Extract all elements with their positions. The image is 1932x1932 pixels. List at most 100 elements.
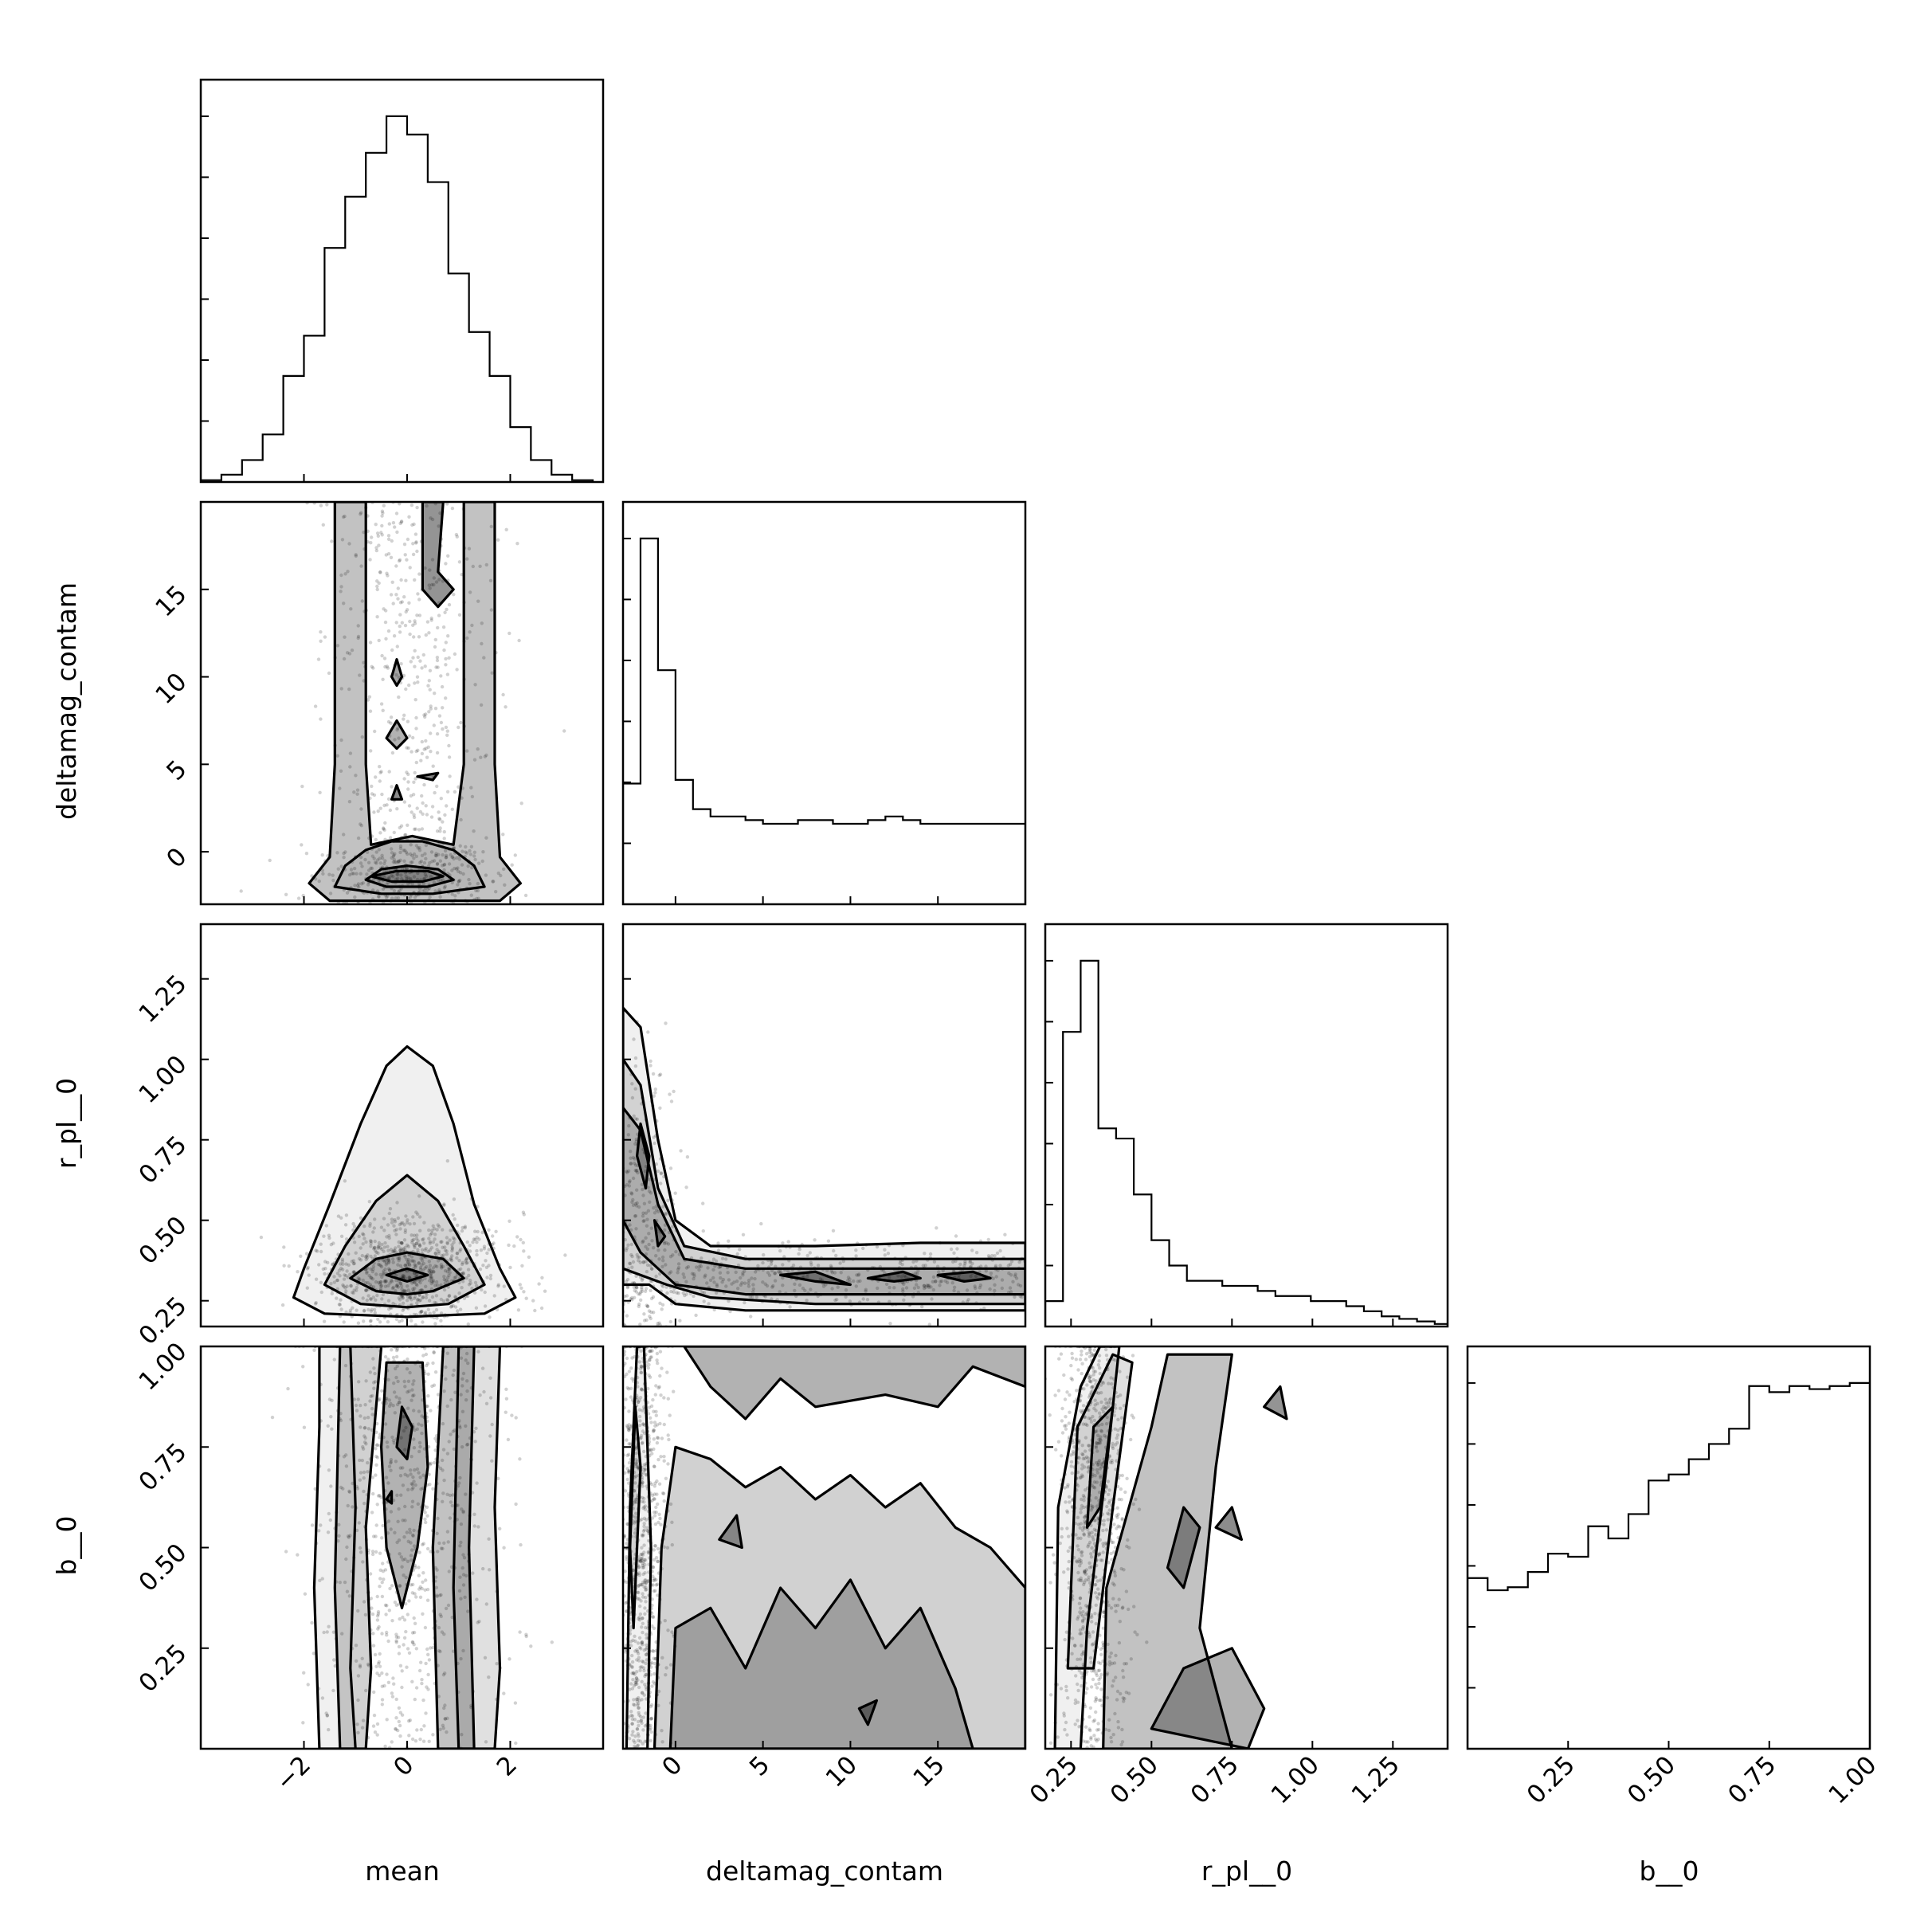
sample-point	[647, 1362, 651, 1367]
sample-point	[646, 1185, 650, 1189]
sample-point	[417, 927, 420, 931]
sample-point	[398, 1617, 402, 1621]
sample-point	[433, 1283, 437, 1287]
sample-point	[462, 1556, 467, 1560]
sample-point	[413, 619, 417, 623]
sample-point	[417, 848, 422, 852]
sample-point	[384, 1613, 388, 1617]
sample-point	[637, 1423, 642, 1428]
sample-point	[644, 1260, 648, 1264]
sample-point	[1083, 1519, 1087, 1523]
sample-point	[387, 1236, 391, 1240]
sample-point	[389, 1510, 394, 1514]
sample-point	[630, 1687, 635, 1691]
sample-point	[637, 1360, 642, 1364]
sample-point	[327, 1233, 331, 1237]
sample-point	[384, 609, 388, 613]
sample-point	[402, 1289, 406, 1293]
sample-point	[1115, 1603, 1120, 1608]
sample-point	[636, 1400, 641, 1405]
sample-point	[611, 1683, 614, 1686]
sample-point	[431, 1361, 435, 1366]
sample-point	[668, 1271, 672, 1276]
sample-point	[418, 1737, 422, 1742]
sample-point	[439, 1319, 443, 1323]
sample-point	[376, 534, 380, 538]
sample-point	[412, 1409, 416, 1413]
sample-point	[390, 1250, 394, 1254]
sample-point	[422, 1447, 427, 1451]
sample-point	[651, 1072, 656, 1076]
sample-point	[1100, 1380, 1104, 1384]
sample-point	[301, 1365, 305, 1369]
sample-point	[369, 541, 373, 545]
contour-fill	[422, 502, 454, 607]
sample-point	[463, 1225, 468, 1229]
sample-point	[422, 860, 427, 865]
sample-point	[464, 1358, 468, 1362]
sample-point	[654, 1254, 658, 1258]
sample-point	[630, 1082, 634, 1086]
sample-point	[750, 1276, 754, 1280]
sample-point	[644, 1578, 648, 1582]
sample-point	[412, 1437, 416, 1441]
sample-point	[449, 1565, 454, 1570]
sample-point	[377, 848, 381, 852]
sample-point	[649, 1448, 652, 1452]
sample-point	[443, 1268, 448, 1273]
sample-point	[649, 1226, 653, 1230]
sample-point	[403, 1448, 407, 1452]
sample-point	[412, 1260, 417, 1264]
sample-point	[355, 792, 359, 796]
sample-point	[410, 853, 414, 858]
sample-point	[362, 1319, 366, 1323]
sample-point	[404, 850, 409, 854]
sample-point	[426, 745, 430, 749]
sample-point	[407, 1389, 411, 1393]
sample-point	[1097, 1411, 1102, 1415]
sample-point	[645, 1304, 650, 1309]
sample-point	[413, 578, 417, 582]
sample-point	[449, 1304, 454, 1308]
sample-point	[395, 1493, 399, 1498]
sample-point	[360, 864, 364, 868]
sample-point	[647, 1309, 652, 1313]
sample-point	[402, 717, 406, 721]
sample-point	[963, 1260, 967, 1264]
sample-point	[348, 1272, 352, 1276]
sample-point	[513, 1701, 518, 1705]
sample-point	[429, 516, 433, 520]
sample-point	[670, 1630, 674, 1634]
sample-point	[1107, 1718, 1111, 1722]
sample-point	[396, 1379, 400, 1384]
sample-point	[431, 1279, 436, 1283]
sample-point	[1077, 1668, 1082, 1673]
sample-point	[643, 1507, 648, 1511]
sample-point	[921, 1264, 926, 1268]
sample-point	[412, 1446, 417, 1450]
sample-point	[627, 1124, 631, 1128]
sample-point	[415, 613, 419, 617]
contour-line	[370, 869, 445, 884]
sample-point	[436, 1516, 440, 1521]
sample-point	[303, 1592, 308, 1596]
sample-point	[370, 1269, 374, 1274]
sample-point	[1107, 1512, 1111, 1516]
sample-point	[399, 1221, 403, 1225]
sample-point	[448, 774, 452, 778]
sample-point	[809, 1263, 813, 1267]
sample-point	[351, 1270, 356, 1274]
sample-point	[649, 1723, 652, 1727]
sample-point	[651, 1680, 656, 1684]
sample-point	[663, 1228, 667, 1232]
sample-point	[664, 1285, 668, 1289]
sample-point	[426, 1393, 430, 1398]
sample-point	[284, 892, 288, 897]
sample-point	[1068, 1393, 1072, 1397]
sample-point	[415, 505, 419, 510]
sample-point	[405, 1299, 410, 1303]
sample-point	[715, 1284, 719, 1288]
sample-point	[625, 1555, 629, 1559]
sample-point	[813, 1238, 817, 1242]
sample-point	[639, 1370, 643, 1374]
